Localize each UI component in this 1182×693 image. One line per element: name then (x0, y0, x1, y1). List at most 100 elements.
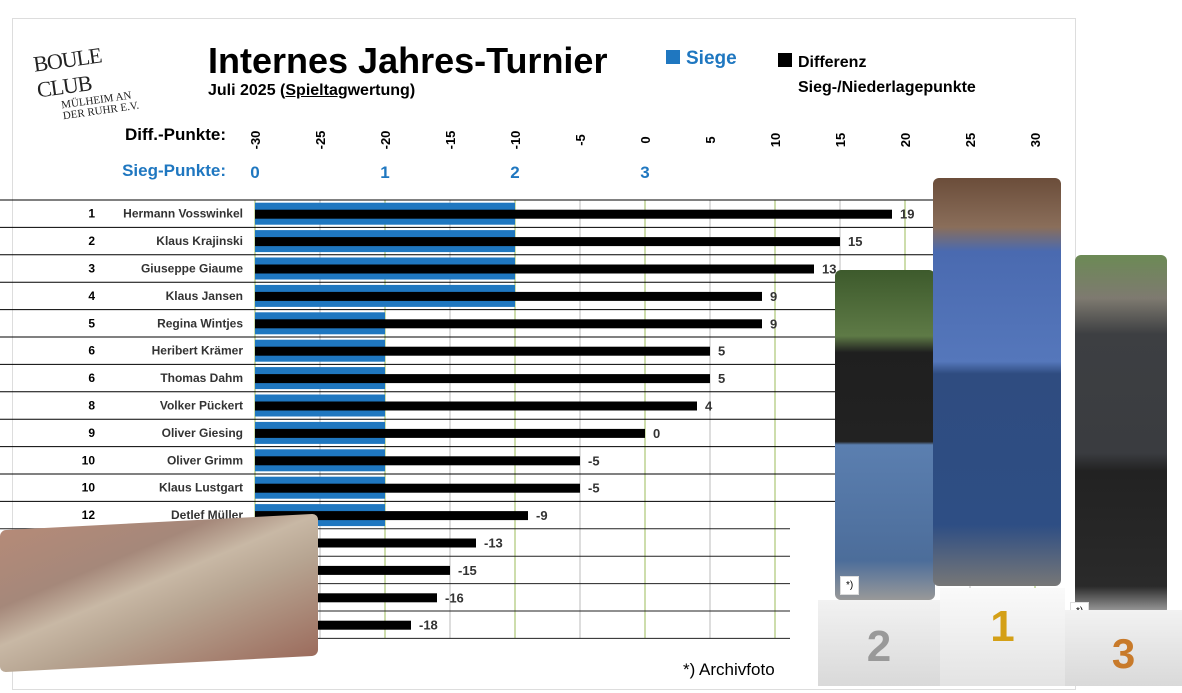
diff-bar (255, 565, 450, 575)
rank-label: 10 (82, 481, 96, 495)
diff-data-label: 5 (718, 344, 725, 359)
diff-data-label: 19 (900, 207, 914, 222)
diff-tick-label: 20 (898, 133, 913, 147)
player-name: Klaus Lustgart (159, 481, 243, 495)
subtitle-rest: wertung) (347, 82, 416, 99)
diff-tick-label: 25 (963, 133, 978, 147)
legend-label: Differenz (798, 54, 867, 71)
player-name: Thomas Dahm (160, 371, 243, 385)
player-name: Hermann Vosswinkel (123, 207, 243, 221)
sieg-tick-label: 0 (250, 163, 259, 182)
archive-note: *) (840, 576, 860, 595)
diff-bar (255, 620, 411, 630)
diff-tick-label: -5 (573, 134, 588, 146)
diff-data-label: -9 (536, 508, 548, 523)
diff-data-label: -5 (588, 453, 600, 468)
rank-label: 5 (88, 316, 95, 330)
player-name: Heribert Krämer (152, 344, 244, 358)
diff-bar (255, 374, 710, 384)
player-name: Volker Pückert (160, 399, 243, 413)
diff-bar (255, 593, 437, 603)
sieg-tick-label: 1 (380, 163, 389, 182)
sieg-tick-label: 3 (640, 163, 649, 182)
diff-bar (255, 346, 710, 356)
diff-bar (255, 483, 580, 493)
rank-label: 8 (88, 399, 95, 413)
sieg-tick-label: 2 (510, 163, 519, 182)
legend-siege: Siege (666, 48, 737, 70)
diff-bar (255, 291, 762, 301)
diff-tick-label: 0 (638, 136, 653, 143)
podium-number: 3 (1111, 630, 1136, 677)
rank-label: 12 (82, 508, 96, 522)
diff-bar (255, 264, 814, 274)
diff-data-label: 5 (718, 371, 725, 386)
diff-data-label: -5 (588, 481, 600, 496)
diff-bar (255, 538, 476, 548)
diff-tick-label: 15 (833, 133, 848, 147)
diff-data-label: -13 (484, 536, 503, 551)
diff-data-label: 0 (653, 426, 660, 441)
player-name: Oliver Grimm (167, 453, 243, 467)
diff-axis-label: Diff.-Punkte: (125, 125, 226, 144)
legend-label: Sieg-/Niederlagepunkte (798, 79, 976, 96)
boule-court-photo (0, 513, 318, 673)
diff-bar (255, 401, 697, 411)
diff-bar (255, 456, 580, 466)
subtitle-date: Juli 2025 ( (208, 82, 286, 99)
diff-bar (255, 428, 645, 438)
subtitle-underlined: Spieltag (285, 82, 348, 99)
diff-data-label: 9 (770, 289, 777, 304)
podium-third: 3 (1065, 610, 1182, 686)
legend-label: Siege (686, 48, 737, 69)
diff-tick-label: 10 (768, 133, 783, 147)
diff-data-label: 15 (848, 234, 862, 249)
subtitle: Juli 2025 (Spieltagwertung) (208, 82, 415, 100)
diff-tick-label: 30 (1028, 133, 1043, 147)
diff-data-label: 4 (705, 399, 713, 414)
diff-tick-label: 5 (703, 136, 718, 143)
rank-label: 6 (88, 344, 95, 358)
diff-tick-label: -30 (248, 131, 263, 150)
diff-data-label: -18 (419, 618, 438, 633)
sieg-axis-label: Sieg-Punkte: (122, 161, 226, 180)
diff-bar (255, 209, 892, 219)
diff-data-label: -15 (458, 563, 477, 578)
player-name: Giuseppe Giaume (141, 262, 243, 276)
diff-tick-label: -25 (313, 131, 328, 150)
podium-number: 1 (990, 602, 1015, 651)
diff-tick-label: -20 (378, 131, 393, 150)
diff-data-label: 13 (822, 262, 836, 277)
legend-swatch-diff (778, 53, 792, 67)
rank-label: 2 (88, 234, 95, 248)
rank-label: 3 (88, 262, 95, 276)
rank-label: 1 (88, 207, 95, 221)
diff-data-label: -16 (445, 590, 464, 605)
legend-diff: Differenz Sieg-/Niederlagepunkte (778, 50, 976, 100)
player-name: Klaus Jansen (166, 289, 243, 303)
player-photo-second (835, 270, 935, 600)
player-name: Klaus Krajinski (156, 234, 243, 248)
player-name: Regina Wintjes (157, 316, 243, 330)
diff-tick-label: -15 (443, 131, 458, 150)
rank-label: 6 (88, 371, 95, 385)
diff-bar (255, 319, 762, 329)
footnote: *) Archivfoto (683, 660, 775, 679)
player-photo-third (1075, 255, 1167, 615)
legend-swatch-siege (666, 50, 680, 64)
rank-label: 9 (88, 426, 95, 440)
diff-bar (255, 511, 528, 521)
rank-label: 10 (82, 453, 96, 467)
podium-number: 2 (866, 622, 892, 671)
rank-label: 4 (88, 289, 95, 303)
diff-bar (255, 237, 840, 247)
player-name: Oliver Giesing (162, 426, 243, 440)
player-photo-first (933, 178, 1061, 586)
page-title: Internes Jahres-Turnier (208, 40, 608, 81)
podium-first: 1 (940, 588, 1065, 686)
diff-tick-label: -10 (508, 131, 523, 150)
podium-second: 2 (818, 600, 940, 686)
diff-data-label: 9 (770, 316, 777, 331)
